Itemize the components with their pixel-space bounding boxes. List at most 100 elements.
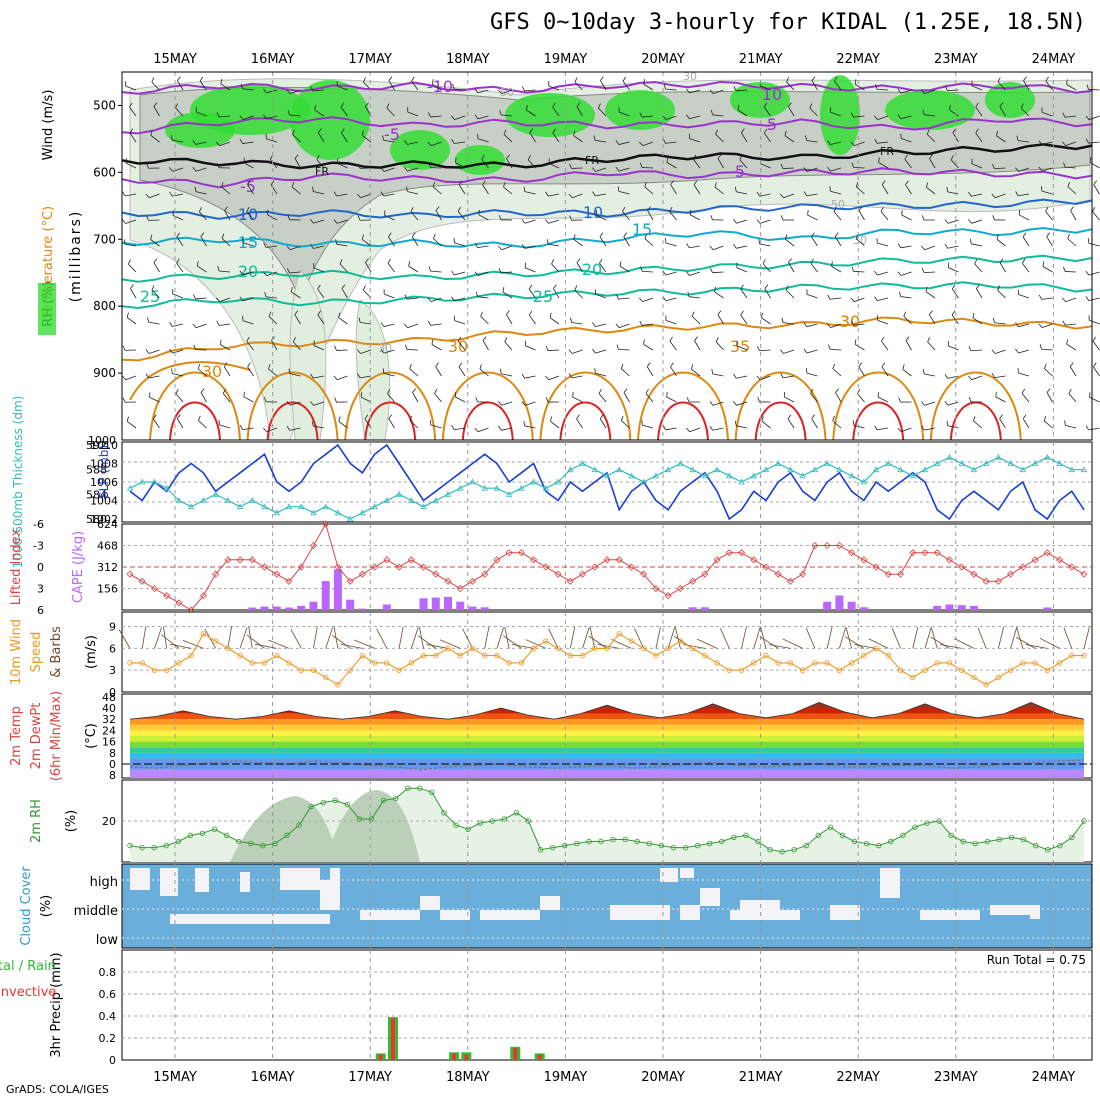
wind-barb [242,271,254,276]
wind-speed-point [971,674,977,681]
wind-speed-point [298,667,304,673]
wind-barb [410,211,419,221]
precip-convective-bar [390,1018,395,1060]
wind-barb [756,191,761,197]
wind-barb [263,271,267,276]
wind-barb [568,193,573,199]
wind-barb [713,245,724,251]
wind-barb [523,186,526,192]
rh-series-point [525,818,532,824]
wind-barb [501,401,513,406]
wind-barb [646,362,651,367]
wind-barb [172,373,184,377]
wind-barb [997,290,1006,299]
wind-barb [710,215,713,221]
wind-barb [268,364,271,370]
day-label-bottom: 20MAY [641,1070,685,1085]
wind-barb [599,262,607,273]
wind-speed-point [384,660,390,666]
wind-barb [216,297,220,302]
cape-bar [480,607,489,610]
wind-speed-point [1044,667,1051,673]
wind-barb [828,344,831,350]
wind-barb [199,211,207,221]
wind-barb [600,80,607,91]
wind-barb [337,375,348,381]
wind-barb [146,163,149,169]
wind-speed-point [445,645,451,652]
temp-axis-label: 2m Temp [9,706,24,766]
wind-barb [810,258,814,264]
wind-barb [221,233,225,239]
wind-barb [669,211,677,221]
wind-barb [1018,167,1030,172]
thickness-point [249,497,256,503]
wind-barb [712,373,724,377]
rh-high-fill [325,790,420,862]
thickness-point [530,478,537,485]
wind-barb [1041,348,1053,351]
wind-barb [435,362,439,367]
thickness-point [995,454,1002,460]
wind-barb [593,135,596,141]
thickness-point [542,484,550,491]
wind-barb [289,401,301,406]
wind-barb [900,115,912,120]
wind-barb [524,425,536,429]
wind-barb [714,286,716,292]
rh-series-point [586,838,592,845]
wind-barb [788,258,792,263]
wind-barb [268,368,278,377]
thickness-point [836,466,843,473]
wind-barb [670,184,677,195]
lifted-index-tick-label: -6 [33,518,44,531]
rh-series-point [175,838,182,845]
lifted-index-point [517,549,525,557]
wind-speed-point [592,645,598,652]
contour-label: 10 [762,85,782,104]
wind-barb [503,186,513,195]
thickness-point [726,472,733,479]
wind-barb [501,427,513,431]
wind-speed-point [347,667,353,673]
wind-barb [454,271,466,276]
thickness-point [420,503,427,510]
wind-barb [971,85,983,91]
rh-series-point [803,842,809,849]
thickness-point [322,503,329,510]
wind-barb [477,89,489,94]
temp-axis-label: 2m DewPt [29,703,44,770]
rh-high-patch [290,80,370,160]
wind-barb [404,294,408,300]
wind-barb [758,238,761,245]
wind-speed-point [506,660,512,666]
wind-barb [715,337,719,343]
wind-barb [874,270,878,276]
day-label-top: 18MAY [446,52,490,67]
lifted-index-point [1007,570,1015,578]
wind-barb [736,219,748,224]
wind-barb [574,289,583,299]
wind-barb-10m [313,626,318,649]
temperature-contour-loop [364,401,417,441]
wind-barb [172,293,184,299]
wind-barb [548,219,560,224]
wind-barb [644,181,647,187]
wind-barb [552,132,560,143]
wind-barb-10m [655,626,661,649]
wind-barb [761,317,771,325]
wind-barb [999,262,1006,273]
temp-color-band [130,708,1084,714]
wind-barb [666,162,677,169]
rh-high-fill [230,796,340,862]
slp-axis-label: SLP (mb) [97,445,111,499]
day-label-top: 24MAY [1032,52,1076,67]
wind-barb [1065,425,1077,429]
wind-barb [388,236,395,247]
wind-barb [639,141,643,146]
wind-barb [338,312,341,318]
wind-barb [900,245,912,249]
wind-barb [599,418,607,429]
wind-barb [384,214,395,221]
wind-barb [1046,232,1050,237]
